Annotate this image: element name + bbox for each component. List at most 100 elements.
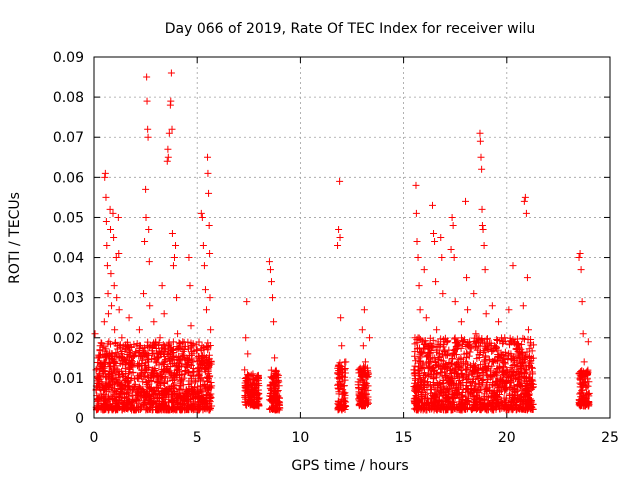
data-point	[153, 359, 161, 367]
data-point	[152, 384, 160, 392]
data-point	[421, 400, 429, 408]
data-point	[142, 185, 150, 193]
y-tick-label: 0.04	[53, 251, 84, 267]
data-point	[478, 205, 486, 213]
data-point	[578, 298, 586, 306]
data-point	[145, 225, 153, 233]
y-tick-label: 0	[75, 411, 84, 427]
data-point	[478, 396, 486, 404]
data-point	[361, 358, 369, 366]
data-point	[174, 359, 182, 367]
data-point	[450, 254, 458, 262]
data-point	[464, 385, 472, 393]
data-point	[447, 360, 455, 368]
data-point	[123, 378, 131, 386]
data-point	[362, 382, 370, 390]
data-point	[354, 378, 362, 386]
data-point	[430, 403, 438, 411]
data-point	[487, 393, 495, 401]
data-point	[142, 213, 150, 221]
data-point	[457, 334, 465, 342]
data-point	[138, 392, 146, 400]
data-point	[451, 405, 459, 413]
data-point	[512, 375, 520, 383]
data-point	[255, 394, 263, 402]
x-axis-label: GPS time / hours	[291, 458, 408, 474]
data-point	[356, 400, 364, 408]
data-point	[192, 341, 200, 349]
data-point	[466, 379, 474, 387]
data-point	[415, 282, 423, 290]
data-point	[205, 189, 213, 197]
data-point	[493, 403, 501, 411]
data-point	[335, 362, 343, 370]
data-point	[127, 362, 135, 370]
data-point	[497, 354, 505, 362]
data-point	[448, 394, 456, 402]
data-point	[122, 341, 130, 349]
data-point	[478, 368, 486, 376]
data-point	[522, 351, 530, 359]
data-point	[117, 397, 125, 405]
data-point	[520, 393, 528, 401]
data-point	[93, 382, 101, 390]
data-point	[204, 377, 212, 385]
data-point	[172, 242, 180, 250]
data-point	[418, 361, 426, 369]
data-point	[156, 350, 164, 358]
data-point	[468, 370, 476, 378]
data-point	[102, 395, 110, 403]
data-point	[169, 338, 177, 346]
data-point	[476, 129, 484, 137]
data-point	[141, 238, 149, 246]
data-point	[188, 342, 196, 350]
data-point	[109, 400, 117, 408]
data-point	[195, 353, 203, 361]
data-point	[150, 350, 158, 358]
data-point	[112, 398, 120, 406]
data-point	[100, 367, 108, 375]
data-point	[105, 383, 113, 391]
x-tick-label: 20	[498, 430, 516, 446]
data-point	[366, 334, 374, 342]
data-point	[168, 229, 176, 237]
data-point	[521, 386, 529, 394]
data-point	[474, 374, 482, 382]
data-point	[275, 378, 283, 386]
data-point	[584, 338, 592, 346]
data-point	[423, 406, 431, 414]
data-point	[420, 341, 428, 349]
data-point	[203, 354, 211, 362]
data-point	[525, 373, 533, 381]
data-point	[265, 258, 273, 266]
data-point	[439, 377, 447, 385]
data-point	[424, 372, 432, 380]
data-point	[168, 353, 176, 361]
data-point	[110, 282, 118, 290]
data-point	[163, 157, 171, 165]
data-point	[430, 398, 438, 406]
data-point	[470, 401, 478, 409]
data-point	[191, 394, 199, 402]
data-point	[143, 372, 151, 380]
data-point	[182, 386, 190, 394]
data-point	[179, 353, 187, 361]
data-point	[510, 357, 518, 365]
data-point	[197, 395, 205, 403]
data-point	[102, 379, 110, 387]
data-point	[360, 306, 368, 314]
data-point	[584, 366, 592, 374]
data-point	[579, 330, 587, 338]
data-point	[420, 266, 428, 274]
data-point	[242, 393, 250, 401]
data-point	[200, 397, 208, 405]
data-point	[457, 318, 465, 326]
y-axis-label: ROTI / TECUs	[7, 192, 23, 284]
data-point	[516, 405, 524, 413]
data-point	[478, 165, 486, 173]
data-point	[416, 306, 424, 314]
data-point	[97, 401, 105, 409]
data-point	[447, 246, 455, 254]
data-point	[154, 378, 162, 386]
data-point	[581, 378, 589, 386]
